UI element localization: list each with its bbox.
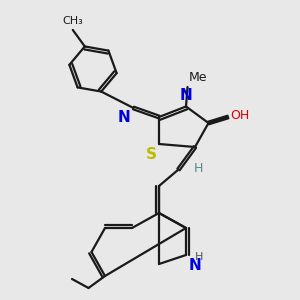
- Text: H: H: [195, 251, 203, 262]
- Text: Me: Me: [189, 71, 208, 84]
- Text: N: N: [189, 258, 202, 273]
- Text: S: S: [146, 147, 157, 162]
- Text: N: N: [180, 88, 192, 103]
- Text: OH: OH: [230, 109, 250, 122]
- Text: CH₃: CH₃: [62, 16, 83, 26]
- Text: H: H: [194, 161, 203, 175]
- Text: N: N: [118, 110, 130, 124]
